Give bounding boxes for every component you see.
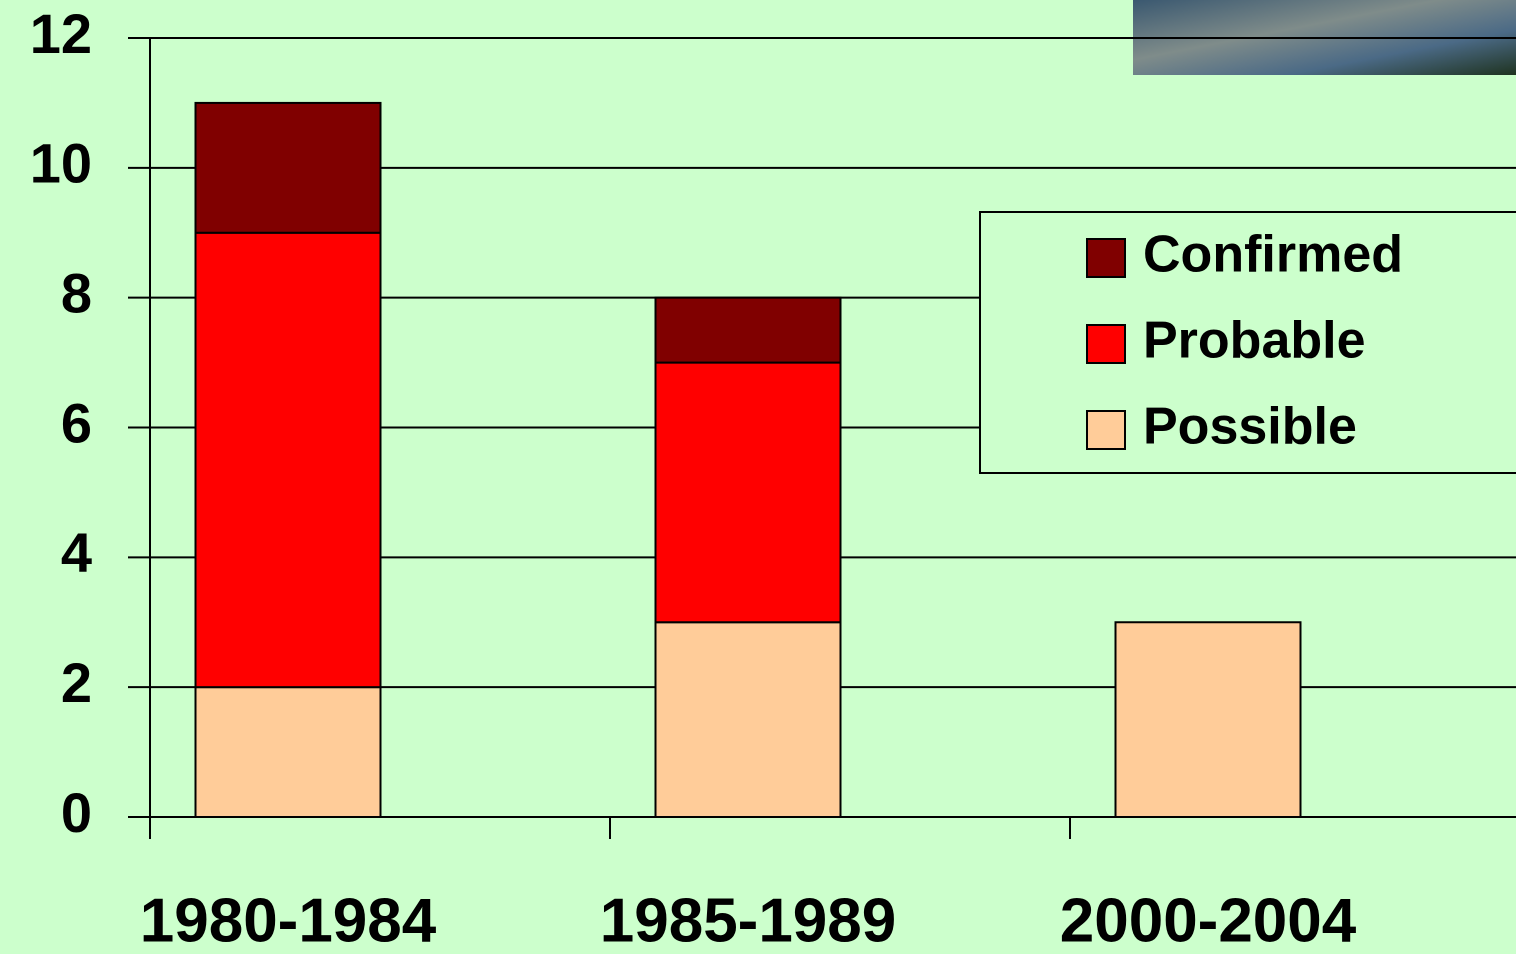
y-tick-label: 2 xyxy=(61,651,92,714)
bar-segment xyxy=(194,686,382,819)
bar-segment xyxy=(1114,621,1302,818)
bar-segment xyxy=(194,231,382,689)
bar-segment xyxy=(194,101,382,234)
legend-label: Possible xyxy=(1143,398,1357,456)
legend-box xyxy=(979,211,1516,474)
x-tick-label: 1985-1989 xyxy=(600,886,897,954)
legend-swatch xyxy=(1086,238,1126,278)
legend-label: Confirmed xyxy=(1143,226,1403,284)
y-tick-label: 12 xyxy=(30,2,92,65)
legend-swatch xyxy=(1086,410,1126,450)
bar-segment xyxy=(654,361,842,624)
y-tick-label: 6 xyxy=(61,391,92,454)
legend-label: Probable xyxy=(1143,312,1366,370)
y-tick-label: 10 xyxy=(30,132,92,195)
y-tick-label: 8 xyxy=(61,261,92,324)
bar-segment xyxy=(654,621,842,818)
y-tick-label: 0 xyxy=(61,781,92,844)
bar-segment xyxy=(654,296,842,364)
y-tick-label: 4 xyxy=(61,521,92,584)
x-tick-label: 1980-1984 xyxy=(140,886,437,954)
x-tick-label: 2000-2004 xyxy=(1060,886,1357,954)
legend-swatch xyxy=(1086,324,1126,364)
